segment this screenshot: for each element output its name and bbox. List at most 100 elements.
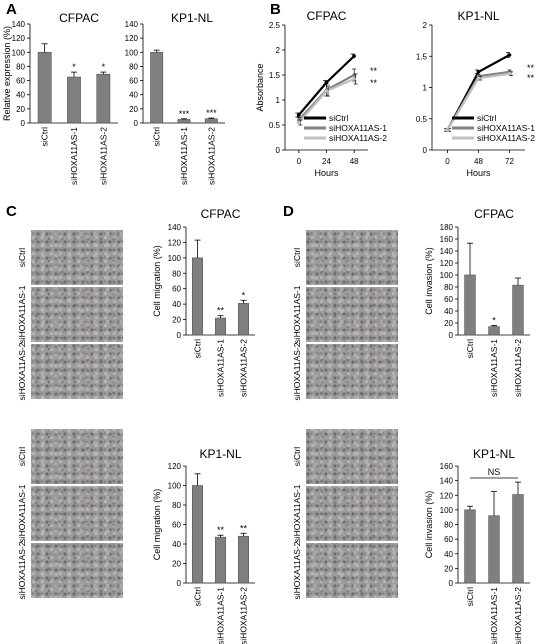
y-tick-label: 60 [444,535,453,544]
bar-siHOXA11AS-2 [238,303,249,336]
y-tick-label: 40 [172,540,181,549]
significance-label: * [242,290,246,300]
y-tick-label: 100 [440,506,454,515]
y-tick-label: 20 [444,319,453,328]
category-label: siHOXA11AS-2 [239,339,249,397]
ns-label: NS [488,467,501,477]
chart-d-cfpac: 0 20 40 60 80 100 120 140 160 180 CFPAC Cell invasi… [424,207,530,397]
y-tick-label: 0 [134,119,139,128]
y-axis-label: Cell invasion (%) [424,491,434,559]
y-tick-label: 80 [172,269,181,278]
y-tick-label: 120 [12,34,26,43]
micrograph-label-c-kp1nl-1: siCtrl [17,447,27,466]
y-tick-label: 60 [172,521,181,530]
category-label: siHOXA11AS-1 [69,127,79,185]
chart-title: KP1-NL [171,11,213,25]
micrograph-label-d-kp1nl-1: siCtrl [292,447,302,466]
legend-label-siCtrl: siCtrl [477,113,496,123]
bar-siHOXA11AS-1 [67,76,81,124]
y-tick-label: 160 [440,462,454,471]
bar-siHOXA11AS-2 [512,284,524,336]
data-point-siCtrl [352,54,356,58]
significance-label: ** [217,525,225,535]
data-point-siHOXA11AS-2 [507,71,512,76]
y-tick-label: 120 [440,491,454,500]
micrographs: siCtrl siHOXA11AS-1 siHOXA11AS-2 siCtrl siHO… [17,230,398,599]
category-label: siHOXA11AS-2 [513,587,523,644]
category-label: siHOXA11AS-1 [179,127,189,185]
y-tick-label: 0 [21,119,26,128]
data-point-siCtrl [297,113,301,117]
y-tick-label: 0 [423,146,428,155]
significance-label: ** [527,73,535,83]
chart-title: CFPAC [59,11,99,25]
micrograph-texture-d-cfpac-2 [306,287,398,342]
x-axis-label: Hours [466,168,491,178]
y-tick-label: 140 [125,20,139,29]
y-tick-label: 40 [444,307,453,316]
y-tick-label: 100 [168,254,182,263]
x-tick-label: 48 [474,157,483,166]
y-tick-label: 0 [177,579,182,588]
significance-label: ** [370,78,378,88]
y-tick-label: 0 [449,579,454,588]
y-tick-label: 60 [16,77,25,86]
significance-label: *** [179,109,190,119]
y-tick-label: 1.5 [269,71,281,80]
category-label: siCtrl [193,339,203,358]
category-label: siHOXA11AS-2 [98,127,108,185]
micrograph-texture-c-cfpac-1 [31,230,123,285]
y-tick-label: 80 [129,62,138,71]
bar-siCtrl [150,51,164,124]
y-tick-label: 140 [440,477,454,486]
significance-label: * [492,315,496,325]
panel-letter-c: C [6,203,17,220]
chart-a-cfpac: 0 20 40 60 80 100 120 140 CFPAC Relative expressi… [2,11,118,185]
micrograph-label-d-cfpac-3: siHOXA11AS-2 [292,342,302,400]
y-tick-label: 100 [12,48,26,57]
bar-siHOXA11AS-1 [488,326,500,336]
y-tick-label: 0.5 [416,115,428,124]
chart-title: CFPAC [201,207,241,221]
panel-letters: A B C D [6,1,294,220]
chart-d-kp1nl: 0 20 40 60 80 100 120 140 160 KP1-NL Cell invasion… [424,447,530,644]
y-tick-label: 0 [177,331,182,340]
y-tick-label: 0.5 [269,121,281,130]
data-point-siHOXA11AS-2 [324,89,329,93]
x-tick-label: 0 [297,157,302,166]
significance-label: * [72,62,76,72]
micrograph-texture-c-cfpac-3 [31,344,123,399]
bar-siCtrl [192,485,203,584]
panel-letter-d: D [283,203,294,220]
bar-siCtrl [464,274,476,336]
data-point-siCtrl [507,53,512,57]
y-tick-label: 2.5 [269,21,281,30]
y-tick-label: 2 [276,46,281,55]
micrograph-texture-c-kp1nl-3 [31,543,123,598]
micrograph-texture-d-kp1nl-1 [306,429,398,484]
bar-siHOXA11AS-1 [177,119,191,124]
y-axis-label: Relative expression (%) [2,26,12,121]
x-tick-label: 72 [505,157,514,166]
category-label: siHOXA11AS-1 [216,339,226,397]
category-label: siHOXA11AS-2 [239,587,249,644]
bar-siHOXA11AS-1 [215,317,226,336]
data-point-siHOXA11AS-2 [297,120,301,125]
micrograph-label-c-kp1nl-2: siHOXA11AS-1 [17,484,27,542]
y-tick-label: 120 [440,259,454,268]
data-point-siHOXA11AS-2 [445,128,450,132]
y-tick-label: 0 [449,331,454,340]
micrograph-texture-c-kp1nl-1 [31,429,123,484]
chart-title: KP1-NL [199,447,241,461]
y-tick-label: 1 [423,84,428,93]
category-label: siCtrl [152,127,162,146]
category-label: siHOXA11AS-1 [489,587,499,644]
panel-letter-b: B [270,1,281,18]
category-label: siHOXA11AS-2 [513,339,523,397]
y-tick-label: 140 [12,20,26,29]
significance-label: ** [527,63,535,73]
category-label: siHOXA11AS-2 [206,127,216,185]
y-tick-label: 80 [444,283,453,292]
micrograph-texture-c-cfpac-2 [31,287,123,342]
